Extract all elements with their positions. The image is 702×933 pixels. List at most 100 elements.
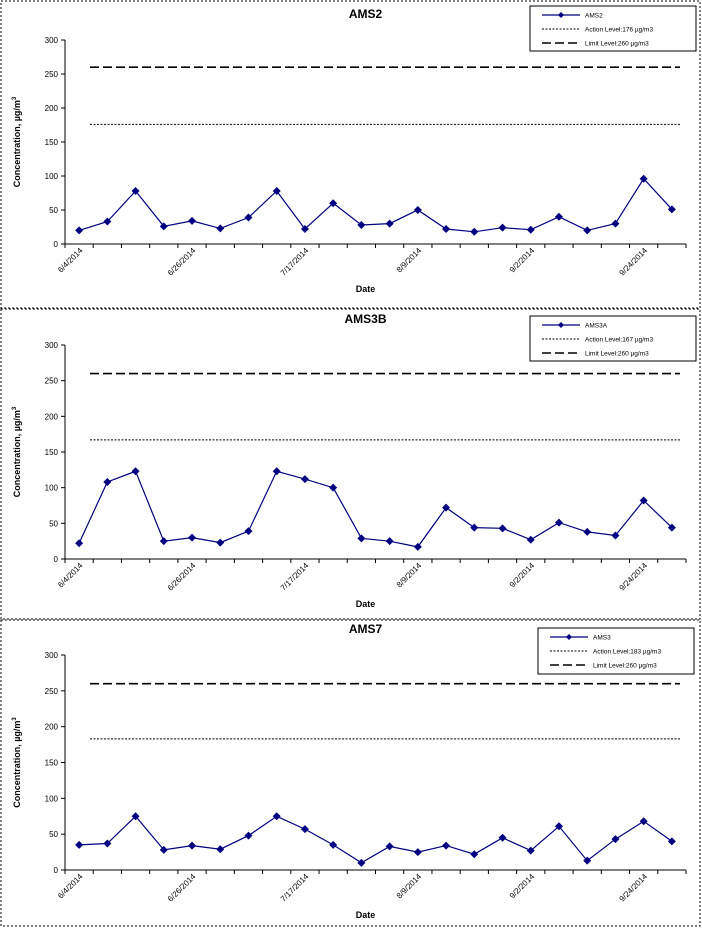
x-axis-title: Date [356, 284, 376, 294]
legend: AMS3 Action Level:183 µg/m3 Limit Level:26… [537, 627, 695, 675]
data-point [583, 226, 592, 235]
y-tick-label: 300 [45, 651, 59, 660]
data-point [159, 222, 168, 231]
data-point [300, 825, 309, 834]
data-point [442, 225, 451, 234]
legend-series-marker [558, 12, 564, 18]
y-tick-label: 200 [45, 723, 59, 732]
panel-frame [0, 0, 701, 309]
y-axis-title-text: Concentration, µg/m [12, 721, 22, 808]
y-tick-label: 250 [45, 70, 59, 79]
data-point [611, 219, 620, 228]
data-point [216, 224, 225, 233]
data-point [216, 538, 225, 547]
data-point [329, 840, 338, 849]
data-point [526, 535, 535, 544]
y-tick-label: 150 [45, 759, 59, 768]
y-tick-label: 0 [54, 240, 59, 249]
x-axis-title: Date [356, 910, 376, 920]
y-tick-label: 150 [45, 138, 59, 147]
legend-limit-label: Limit Level:260 µg/m3 [585, 41, 649, 48]
legend-series-marker [558, 322, 564, 328]
y-axis-title-superscript: 3 [12, 717, 18, 721]
legend-action-label: Action Level:183 µg/m3 [593, 649, 661, 656]
data-point [413, 542, 422, 551]
y-axis-title-text: Concentration, µg/m [12, 100, 22, 187]
data-point [188, 216, 197, 225]
legend: AMS3A Action Level:167 µg/m3 Limit Level:2… [529, 315, 697, 362]
x-axis-title: Date [356, 599, 376, 609]
y-tick-label: 300 [45, 36, 59, 45]
y-tick-label: 250 [45, 377, 59, 386]
y-axis-title: Concentration, µg/m3 [12, 717, 22, 808]
data-point [470, 523, 479, 532]
series-line [78, 470, 673, 548]
data-point [413, 848, 422, 857]
chart-title: AMS2 [349, 7, 383, 21]
data-point [272, 812, 281, 821]
data-point [526, 846, 535, 855]
y-tick-label: 200 [45, 412, 59, 421]
y-axis-title-text: Concentration, µg/m [12, 410, 22, 497]
legend-series-label: AMS3A [585, 323, 608, 330]
data-point [329, 483, 338, 492]
data-point [667, 205, 676, 214]
data-point [611, 835, 620, 844]
data-point [385, 537, 394, 546]
data-point [329, 199, 338, 208]
data-point [554, 822, 563, 831]
data-point [526, 225, 535, 234]
data-point [442, 503, 451, 512]
legend-series-marker [566, 634, 572, 640]
series-line [79, 815, 673, 864]
y-axis-title: Concentration, µg/m3 [12, 96, 22, 187]
y-tick-label: 50 [49, 206, 58, 215]
legend: AMS2 Action Level:176 µg/m3 Limit Level:26… [529, 5, 697, 52]
data-point [159, 845, 168, 854]
y-tick-label: 300 [45, 341, 59, 350]
data-point [103, 839, 112, 848]
y-tick-label: 0 [54, 866, 59, 875]
legend-series-label: AMS2 [585, 13, 603, 20]
data-point [611, 531, 620, 540]
legend-limit-label: Limit Level:260 µg/m3 [585, 351, 649, 358]
data-point [639, 174, 648, 183]
data-point [667, 523, 676, 532]
chart-title: AMS7 [349, 622, 383, 636]
data-point [131, 812, 140, 821]
y-tick-label: 100 [45, 172, 59, 181]
y-tick-label: 50 [49, 519, 58, 528]
legend-action-label: Action Level:167 µg/m3 [585, 337, 653, 344]
data-point [159, 537, 168, 546]
data-point [470, 227, 479, 236]
y-tick-label: 150 [45, 448, 59, 457]
data-point [583, 856, 592, 865]
data-point [244, 213, 253, 222]
data-point [385, 219, 394, 228]
y-tick-label: 50 [49, 830, 58, 839]
data-point [103, 217, 112, 226]
y-axis-title-superscript: 3 [12, 96, 18, 100]
data-point [188, 533, 197, 542]
data-point [498, 524, 507, 533]
data-point [583, 527, 592, 536]
legend-limit-label: Limit Level:260 µg/m3 [593, 663, 657, 670]
data-point [75, 226, 84, 235]
data-point [272, 467, 281, 476]
data-point [554, 518, 563, 527]
y-axis-title: Concentration, µg/m3 [12, 406, 22, 497]
data-point [131, 467, 140, 476]
y-tick-label: 0 [54, 555, 59, 564]
y-tick-label: 250 [45, 687, 59, 696]
data-point [385, 842, 394, 851]
data-point [272, 186, 281, 195]
data-point [413, 206, 422, 214]
data-point [498, 223, 507, 232]
data-point [300, 225, 309, 234]
data-point [442, 841, 451, 850]
data-point [639, 496, 648, 505]
data-point [75, 840, 84, 849]
